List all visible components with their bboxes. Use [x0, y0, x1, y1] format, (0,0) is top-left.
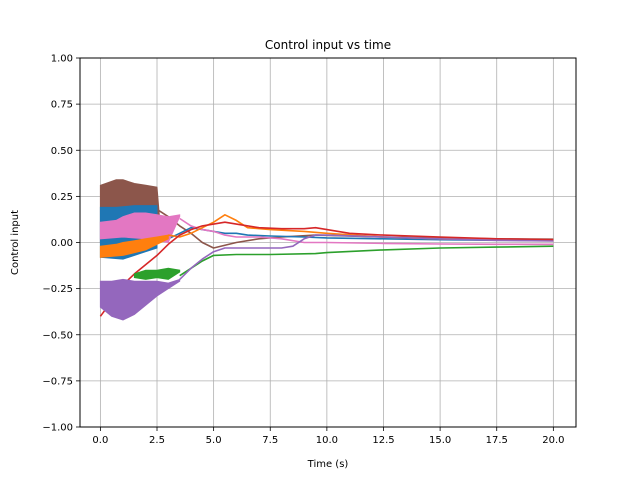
chart-title: Control input vs time [265, 38, 391, 52]
y-tick-label: 0.00 [51, 238, 73, 249]
x-tick-label: 15.0 [429, 435, 451, 446]
axis-ticks: 0.0 2.5 5.0 7.5 10.0 12.5 15.0 17.5 20.0 −1.00 −0.… [42, 54, 564, 447]
y-tick-label: 0.25 [51, 192, 73, 203]
x-tick-label: 5.0 [206, 435, 222, 446]
x-tick-label: 20.0 [542, 435, 564, 446]
series-7-band [99, 278, 181, 321]
y-tick-label: −0.25 [42, 284, 73, 295]
y-tick-label: −0.75 [42, 376, 73, 387]
x-tick-label: 7.5 [262, 435, 278, 446]
x-tick-label: 17.5 [486, 435, 508, 446]
series-5-line [99, 221, 554, 317]
x-tick-label: 0.0 [92, 435, 108, 446]
x-tick-label: 12.5 [372, 435, 394, 446]
series-3-band [99, 212, 181, 244]
y-tick-label: 0.50 [51, 146, 73, 157]
y-axis-label: Control input [10, 210, 21, 275]
series-6-band [133, 267, 181, 280]
y-tick-label: 1.00 [51, 54, 73, 65]
y-tick-label: −1.00 [42, 423, 73, 434]
series-3-line [179, 217, 554, 246]
x-tick-label: 10.0 [316, 435, 338, 446]
y-tick-label: 0.75 [51, 100, 73, 111]
y-tick-label: −0.50 [42, 330, 73, 341]
series-2-line [156, 226, 554, 242]
x-tick-label: 2.5 [149, 435, 165, 446]
series-6-line [179, 245, 554, 277]
plot-area [99, 179, 554, 321]
grid-lines [80, 57, 576, 428]
series-7-line [179, 234, 554, 280]
x-axis-label: Time (s) [307, 459, 349, 470]
series-4-band [99, 234, 169, 258]
